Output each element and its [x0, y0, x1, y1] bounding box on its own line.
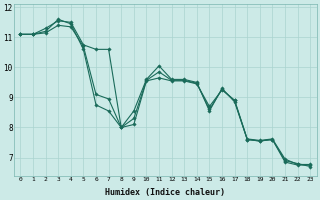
X-axis label: Humidex (Indice chaleur): Humidex (Indice chaleur) — [105, 188, 225, 197]
